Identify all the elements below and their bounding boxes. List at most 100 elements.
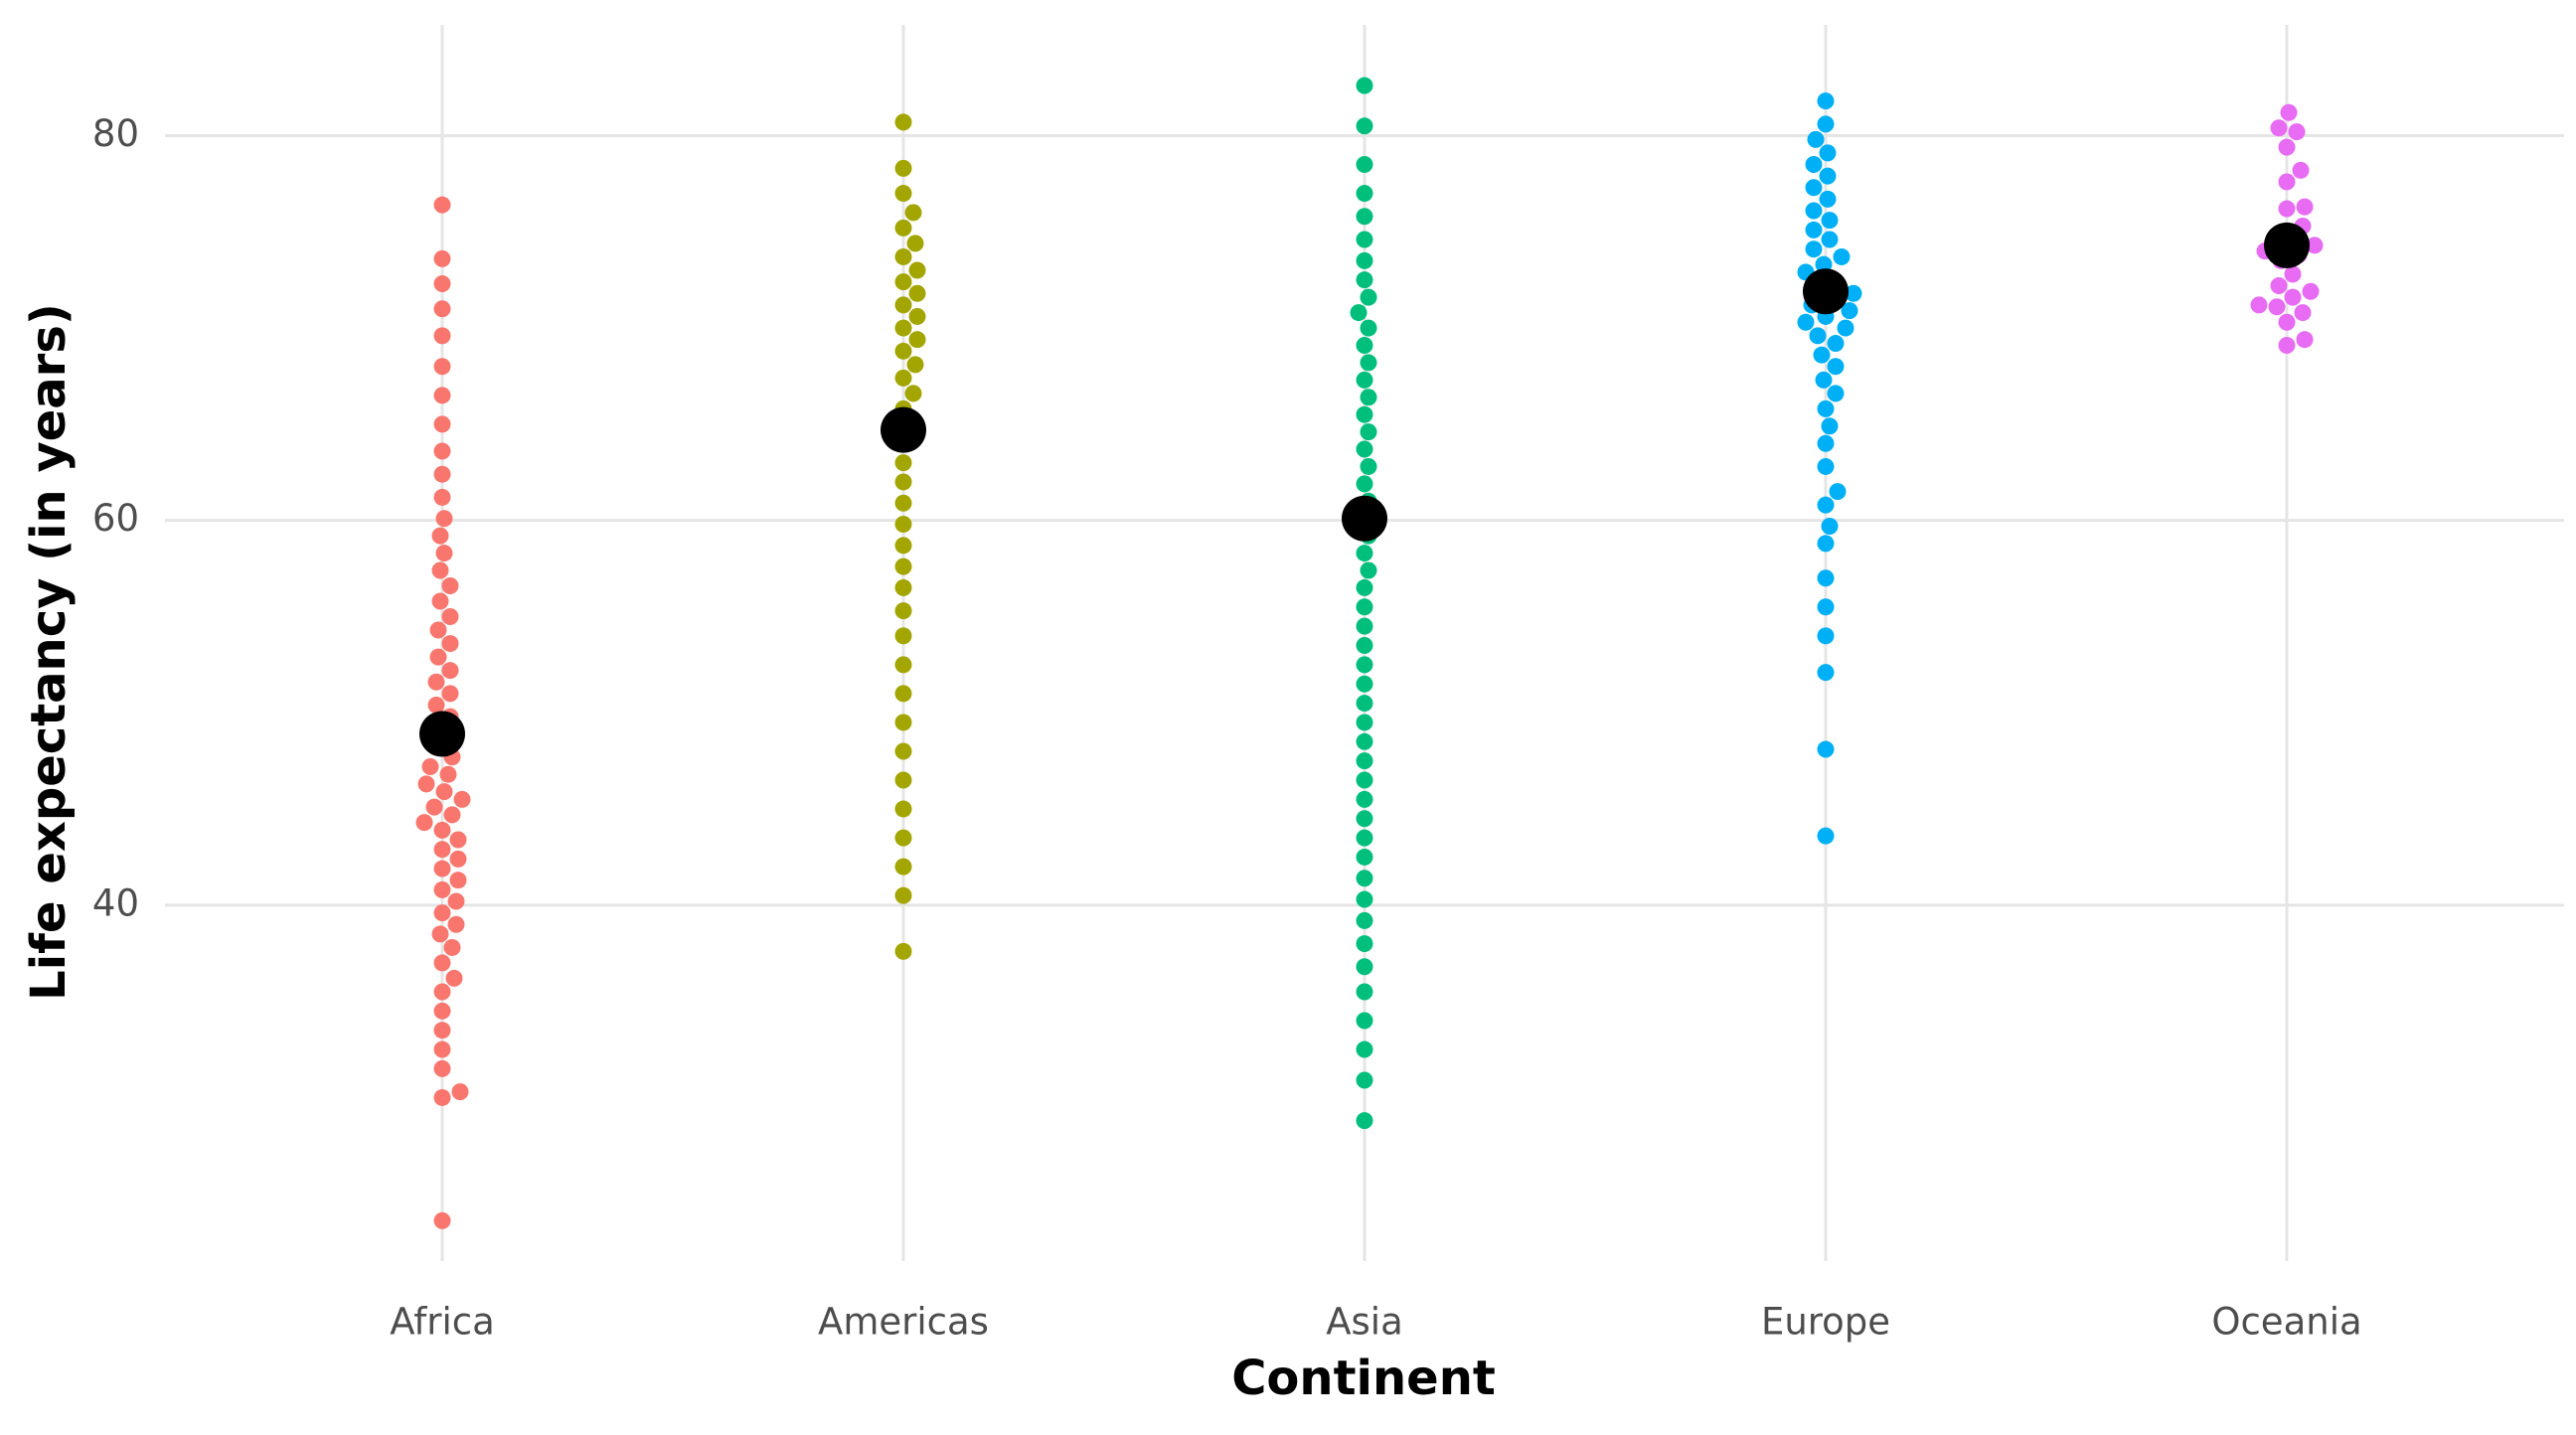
data-point — [894, 219, 912, 237]
data-point — [429, 621, 447, 639]
data-point — [2278, 138, 2296, 156]
data-point — [894, 342, 912, 360]
data-point — [1827, 358, 1845, 376]
data-point — [433, 1211, 451, 1229]
data-point — [1356, 117, 1373, 135]
data-point — [1356, 935, 1373, 953]
data-point — [1829, 483, 1847, 501]
data-point — [1807, 130, 1825, 148]
data-point — [441, 685, 459, 703]
data-point — [904, 385, 922, 402]
mean-point — [419, 711, 465, 757]
data-point — [906, 235, 924, 252]
data-point — [1356, 732, 1373, 750]
data-point — [431, 527, 449, 545]
data-point — [417, 775, 435, 793]
data-point — [1356, 1112, 1373, 1130]
data-point — [1817, 569, 1835, 587]
data-point — [449, 872, 467, 889]
mean-point — [881, 406, 926, 453]
data-point — [433, 1022, 451, 1039]
data-point — [1821, 231, 1839, 248]
data-point — [449, 831, 467, 849]
data-point — [894, 627, 912, 645]
mean-point — [2264, 222, 2310, 268]
data-point — [2278, 200, 2296, 218]
data-point — [443, 938, 461, 956]
data-point — [894, 537, 912, 555]
data-point — [1817, 740, 1835, 758]
data-point — [1819, 144, 1837, 162]
data-point — [2296, 198, 2314, 216]
data-point — [427, 673, 445, 691]
data-point — [2288, 123, 2306, 141]
data-point — [1805, 156, 1823, 174]
data-point — [894, 296, 912, 314]
data-point — [894, 800, 912, 818]
data-point — [433, 415, 451, 433]
data-point — [1356, 695, 1373, 713]
data-point — [449, 850, 467, 868]
data-point — [908, 284, 926, 302]
data-point — [1813, 346, 1831, 364]
data-point — [433, 275, 451, 293]
data-point — [1837, 319, 1854, 337]
data-point — [1797, 313, 1815, 331]
data-point — [2306, 237, 2324, 254]
data-point — [1845, 284, 1862, 302]
data-point — [894, 886, 912, 904]
data-point — [1356, 958, 1373, 976]
data-point — [2278, 313, 2296, 331]
data-point — [433, 249, 451, 267]
data-point — [435, 783, 453, 801]
x-axis-title: Continent — [1231, 1351, 1496, 1406]
x-tick-label: Asia — [1326, 1301, 1403, 1344]
data-point — [433, 860, 451, 877]
data-point — [894, 942, 912, 960]
data-point — [2284, 265, 2302, 283]
data-point — [433, 1088, 451, 1106]
data-point — [1356, 336, 1373, 354]
data-point — [894, 113, 912, 131]
data-point — [433, 387, 451, 404]
data-point — [894, 247, 912, 265]
data-point — [1356, 656, 1373, 674]
data-point — [2302, 282, 2320, 300]
data-point — [2280, 103, 2298, 121]
data-point — [1817, 434, 1835, 452]
data-point — [908, 331, 926, 349]
data-point — [441, 635, 459, 653]
data-point — [431, 925, 449, 943]
data-point — [1817, 827, 1835, 845]
data-point — [2294, 304, 2312, 322]
data-point — [1356, 545, 1373, 562]
data-point — [1805, 202, 1823, 220]
y-tick-label: 40 — [92, 881, 139, 924]
data-point — [435, 545, 453, 562]
data-point — [1821, 212, 1839, 230]
data-point — [445, 969, 463, 987]
data-point — [1356, 208, 1373, 226]
data-point — [894, 454, 912, 472]
data-point — [1817, 598, 1835, 616]
data-point — [1817, 627, 1835, 645]
data-point — [1356, 810, 1373, 828]
mean-point — [1803, 268, 1849, 315]
data-point — [1817, 496, 1835, 514]
data-point — [1356, 405, 1373, 423]
data-point — [441, 607, 459, 625]
data-point — [1356, 598, 1373, 616]
data-point — [1360, 389, 1377, 406]
data-point — [433, 442, 451, 460]
data-point — [1805, 221, 1823, 239]
data-point — [441, 662, 459, 680]
data-point — [1356, 371, 1373, 389]
data-point — [894, 558, 912, 575]
data-point — [1360, 354, 1377, 372]
data-point — [433, 1040, 451, 1058]
data-point — [894, 473, 912, 491]
data-point — [894, 742, 912, 760]
data-point — [1841, 302, 1858, 320]
data-point — [1817, 457, 1835, 475]
